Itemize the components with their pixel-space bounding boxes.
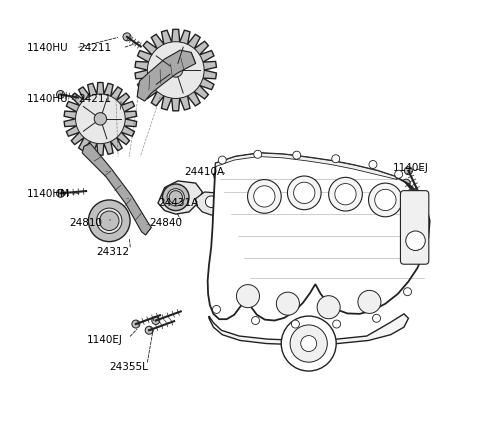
Circle shape	[162, 184, 189, 211]
Circle shape	[329, 178, 362, 211]
Text: 1140EJ: 1140EJ	[393, 163, 429, 173]
Circle shape	[123, 33, 131, 41]
Circle shape	[293, 151, 301, 159]
Text: 24810: 24810	[69, 218, 102, 228]
Circle shape	[332, 155, 340, 163]
Polygon shape	[209, 314, 408, 345]
Circle shape	[96, 208, 122, 233]
Circle shape	[237, 285, 260, 308]
Circle shape	[254, 150, 262, 158]
Polygon shape	[158, 181, 203, 214]
Circle shape	[88, 200, 130, 242]
Circle shape	[406, 231, 425, 251]
Circle shape	[248, 180, 281, 213]
FancyBboxPatch shape	[400, 190, 429, 264]
Circle shape	[369, 183, 402, 217]
Circle shape	[372, 314, 381, 322]
Circle shape	[167, 189, 184, 206]
Text: 24211: 24211	[78, 43, 111, 53]
Circle shape	[395, 170, 403, 178]
Text: 24355R: 24355R	[384, 194, 424, 204]
Text: 24312: 24312	[96, 247, 129, 257]
Text: 1140EJ: 1140EJ	[87, 335, 123, 346]
Circle shape	[205, 196, 217, 207]
Text: 24355L: 24355L	[109, 362, 148, 372]
Circle shape	[317, 296, 340, 319]
Circle shape	[291, 320, 300, 328]
Circle shape	[99, 211, 119, 231]
Polygon shape	[135, 29, 216, 111]
Circle shape	[227, 172, 241, 186]
Polygon shape	[64, 83, 137, 155]
Text: 1140HU: 1140HU	[27, 94, 69, 104]
Circle shape	[57, 91, 64, 99]
Circle shape	[402, 191, 410, 199]
Text: 24840: 24840	[149, 218, 182, 228]
Circle shape	[94, 113, 107, 125]
Circle shape	[254, 186, 275, 207]
Circle shape	[375, 189, 396, 211]
Circle shape	[294, 182, 315, 203]
Text: 24410A: 24410A	[185, 167, 225, 177]
Circle shape	[152, 317, 160, 325]
Text: 1140HM: 1140HM	[27, 189, 70, 199]
Circle shape	[218, 156, 226, 164]
Polygon shape	[137, 50, 196, 101]
Text: 1140HU: 1140HU	[27, 43, 69, 53]
Circle shape	[369, 161, 377, 169]
Circle shape	[301, 335, 317, 351]
Circle shape	[147, 42, 204, 99]
Circle shape	[145, 326, 153, 334]
Polygon shape	[208, 153, 430, 321]
Polygon shape	[196, 192, 226, 215]
Circle shape	[335, 184, 356, 205]
Circle shape	[405, 167, 412, 175]
Circle shape	[132, 320, 140, 328]
Circle shape	[213, 306, 220, 314]
Circle shape	[402, 179, 410, 187]
Circle shape	[358, 290, 381, 314]
Circle shape	[333, 320, 341, 328]
Text: 24431A: 24431A	[158, 198, 198, 208]
Text: 24211: 24211	[78, 94, 111, 104]
Circle shape	[168, 63, 183, 77]
Circle shape	[75, 94, 125, 144]
Circle shape	[288, 176, 321, 210]
Circle shape	[281, 316, 336, 371]
Polygon shape	[215, 153, 397, 180]
Polygon shape	[82, 143, 151, 235]
Circle shape	[169, 190, 182, 204]
Circle shape	[290, 325, 327, 362]
Circle shape	[57, 189, 64, 197]
Circle shape	[404, 288, 411, 296]
Circle shape	[276, 292, 300, 315]
Polygon shape	[214, 165, 253, 191]
Circle shape	[252, 317, 260, 325]
